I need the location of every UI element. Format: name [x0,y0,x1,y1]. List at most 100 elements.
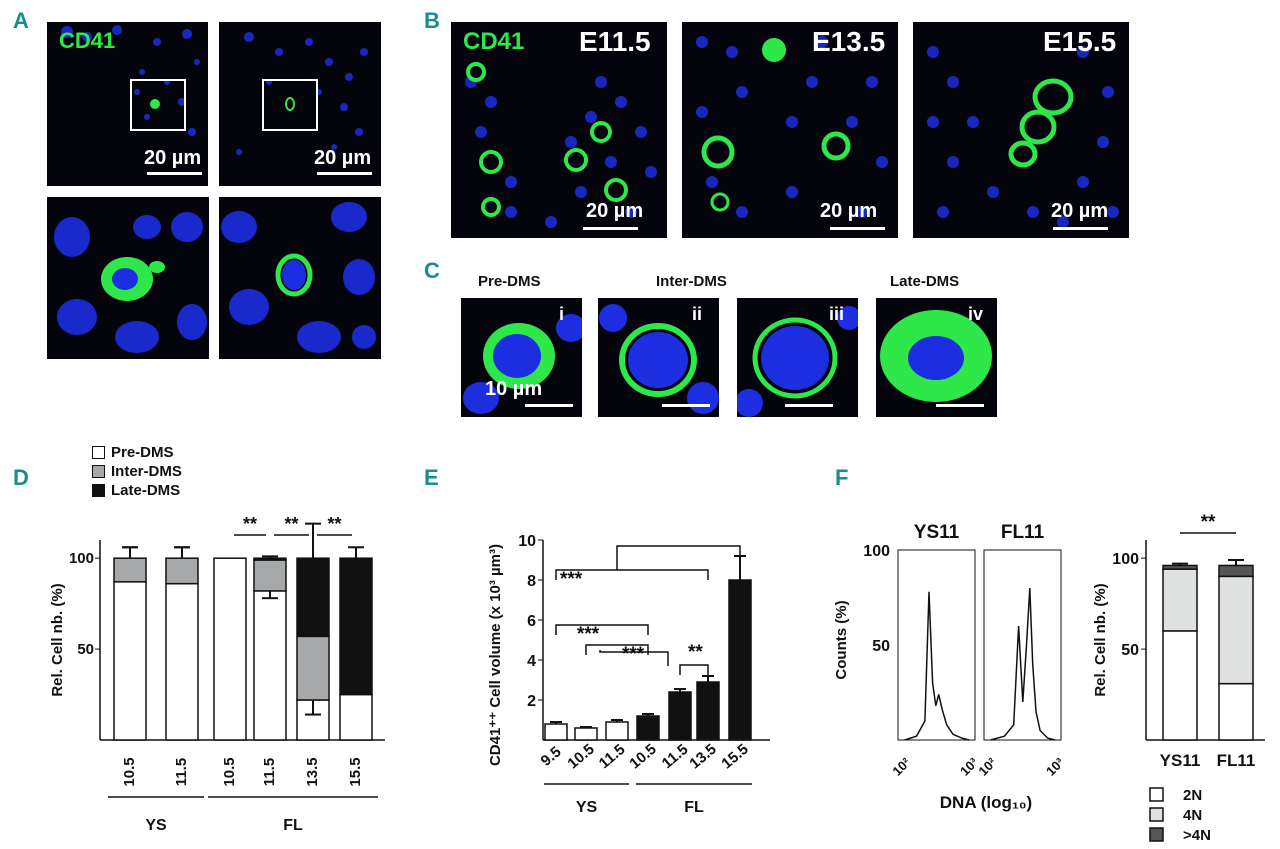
y-tick-label: 10 [518,533,536,550]
bar-segment [1218,564,1254,578]
micrograph-c-iv: iv [876,298,997,417]
legend-label: Inter-DMS [111,463,182,480]
bar-segment [1162,568,1198,632]
legend-swatch [1149,827,1164,842]
scale-bar [317,172,372,175]
cell-image [737,306,858,417]
significance-label: ** [243,514,257,534]
micrograph-c-iii: iii [737,298,858,417]
panel-letter-f: F [835,465,849,490]
scale-label: 20 µm [144,147,202,169]
significance-label: ** [327,514,341,534]
significance-bracket [555,624,649,635]
y-tick-label: 4 [527,653,536,670]
legend-label: 4N [1183,807,1202,824]
y-tick-label: 8 [527,573,536,590]
legend-inter-dms: Inter-DMS [92,463,182,480]
group-label: FL [684,799,704,816]
scale-bar [662,404,710,407]
scale-bar [583,227,638,230]
x-tick-label: 10.5 [121,757,138,786]
micrograph-c-i: i 10 µm [461,298,582,417]
roman-label: i [559,304,565,324]
legend-label: Late-DMS [111,482,181,499]
micrograph-c-ii: ii [598,298,719,417]
bar-pre-dms [165,582,199,741]
roman-label: iii [829,304,845,324]
panel-letter-e: E [424,465,439,490]
stage-label: E15.5 [1043,26,1117,57]
scale-bar [1053,227,1108,230]
x-tick-label: FL11 [1217,751,1256,770]
bar-pre-dms [113,581,147,741]
x-tick-label: 13.5 [304,757,321,786]
stage-label: E13.5 [812,26,886,57]
y-axis-label: Counts (%) [833,600,850,679]
marker-label: CD41 [59,28,116,53]
histogram-frame [897,549,976,741]
micrograph-b-e13-5: E13.5 20 µm [682,22,898,238]
cell-image [221,202,376,353]
scale-label: 20 µm [314,147,372,169]
group-label: YS [145,817,167,834]
bar-segment [1218,575,1254,685]
micrograph-a-bottom-left [47,197,209,359]
roman-label: ii [692,304,703,324]
micrograph-a-top-left: CD41 20 µm [47,22,208,186]
x-tick-label: 11.5 [173,758,190,786]
scale-bar [525,404,573,407]
significance-bracket [616,545,741,570]
cell-image [465,62,657,228]
x-tick-label: 10.5 [221,757,238,786]
marker-label: CD41 [463,28,525,55]
y-tick-label: 50 [1121,642,1139,659]
bar-inter-dms [165,557,199,585]
micrograph-b-e11-5: CD41 E11.5 20 µm [451,22,667,238]
significance-label: ** [1201,512,1216,533]
y-tick-label: 50 [872,638,890,655]
y-tick-label: 100 [1112,551,1139,568]
significance-label: ** [284,514,298,534]
bar-segment [1162,630,1198,741]
roman-label: iv [968,304,984,324]
histogram-title: FL11 [1001,522,1045,543]
scale-bar [830,227,885,230]
y-axis-label: Rel. Cell nb. (%) [49,583,66,696]
micrograph-a-bottom-right [219,197,381,359]
panel-letter-a: A [13,8,29,33]
x-axis-label: DNA (log₁₀) [940,793,1032,812]
x-tick-label: YS11 [1160,751,1201,770]
histogram-frame [983,549,1062,741]
significance-label: *** [577,624,600,645]
bar-segment [1218,682,1254,741]
cell-image [880,310,992,402]
significance-label: *** [622,644,645,665]
panel-letter-d: D [13,465,29,490]
legend-swatch [92,465,105,478]
cell-image [927,46,1119,228]
y-tick-label: 6 [527,613,536,630]
bar-inter-dms [253,559,287,592]
x-tick-label: 15.5 [347,757,364,786]
legend-swatch [1149,807,1164,822]
cell-image [696,36,888,218]
legend-swatch [1149,787,1164,802]
legend-pre-dms: Pre-DMS [92,444,174,461]
scale-bar [936,404,984,407]
y-tick-label: 50 [77,641,94,658]
histogram-line [904,591,970,741]
cell-image [61,25,200,136]
scale-label: 20 µm [820,200,878,222]
bar-late-dms [296,557,330,638]
histogram-line [990,587,1056,741]
cell-image [463,314,582,414]
cell-image [54,212,207,353]
significance-bracket [599,650,669,666]
significance-bracket [555,569,709,580]
micrograph-b-e15-5: E15.5 20 µm [913,22,1129,238]
bar-late-dms [339,557,373,696]
significance-bracket [679,664,709,675]
scale-bar [147,172,202,175]
